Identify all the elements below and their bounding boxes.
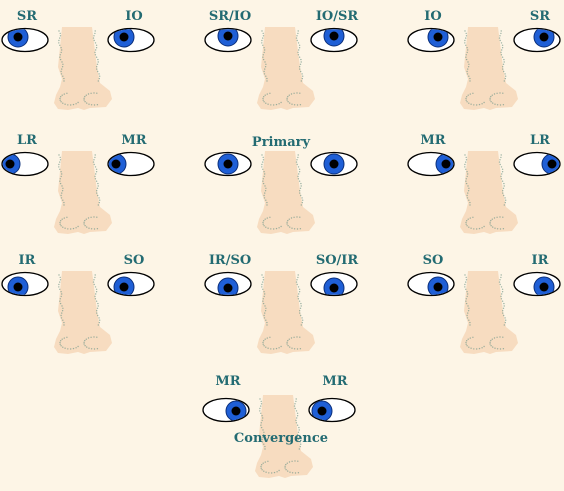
right-muscle-label: SR xyxy=(530,9,550,24)
right-eye-icon xyxy=(310,27,358,53)
left-muscle-label: MR xyxy=(215,374,240,389)
nose-icon xyxy=(257,27,315,110)
nose-icon xyxy=(460,271,518,354)
right-muscle-label: MR xyxy=(322,374,347,389)
right-muscle-label: MR xyxy=(121,133,146,148)
left-muscle-label: MR xyxy=(420,133,445,148)
nose-icon xyxy=(460,151,518,234)
right-muscle-label: SO xyxy=(124,253,145,268)
panel-up-right: SR IO xyxy=(1,9,155,110)
panel-up-left: IO SR xyxy=(407,9,561,110)
right-muscle-label: IO/SR xyxy=(316,9,359,24)
panel-up: SR/IO IO/SR xyxy=(204,9,359,110)
right-eye-icon xyxy=(107,271,155,297)
nose-icon xyxy=(54,27,112,110)
right-eye-icon xyxy=(310,151,358,177)
right-eye-icon xyxy=(513,151,561,177)
right-muscle-label: SO/IR xyxy=(316,253,359,268)
left-eye-icon xyxy=(407,271,455,297)
left-eye-icon xyxy=(1,27,49,53)
right-eye-icon xyxy=(310,271,358,297)
left-muscle-label: LR xyxy=(17,133,37,148)
right-eye-icon xyxy=(107,151,155,177)
left-muscle-label: SR/IO xyxy=(209,9,251,24)
panel-down-right: IR SO xyxy=(1,253,155,354)
right-muscle-label: LR xyxy=(530,133,550,148)
panel-left: MR LR xyxy=(407,133,561,234)
gaze-label: Convergence xyxy=(234,431,328,446)
nose-icon xyxy=(255,395,313,478)
panel-center: Primary xyxy=(204,135,358,234)
panel-convergence: MR MR Convergence xyxy=(202,374,356,478)
left-muscle-label: IR/SO xyxy=(209,253,251,268)
left-eye-icon xyxy=(1,151,49,177)
left-muscle-label: IO xyxy=(424,9,441,24)
nose-icon xyxy=(257,271,315,354)
left-eye-icon xyxy=(204,271,252,297)
left-eye-icon xyxy=(407,151,455,177)
nose-icon xyxy=(257,151,315,234)
left-eye-icon xyxy=(204,151,252,177)
right-muscle-label: IO xyxy=(125,9,142,24)
left-eye-icon xyxy=(204,27,252,53)
left-muscle-label: SR xyxy=(17,9,37,24)
left-muscle-label: SO xyxy=(423,253,444,268)
gaze-label: Primary xyxy=(252,135,311,150)
nose-icon xyxy=(54,151,112,234)
left-eye-icon xyxy=(407,27,455,53)
nose-icon xyxy=(460,27,518,110)
right-eye-icon xyxy=(513,27,561,53)
right-muscle-label: IR xyxy=(532,253,549,268)
left-eye-icon xyxy=(1,271,49,297)
right-eye-icon xyxy=(308,397,356,423)
left-eye-icon xyxy=(202,397,250,423)
right-eye-icon xyxy=(107,27,155,53)
panel-down-left: SO IR xyxy=(407,253,561,354)
right-eye-icon xyxy=(513,271,561,297)
nose-icon xyxy=(54,271,112,354)
left-muscle-label: IR xyxy=(19,253,36,268)
panel-down: IR/SO SO/IR xyxy=(204,253,359,354)
panel-right: LR MR xyxy=(1,133,155,234)
